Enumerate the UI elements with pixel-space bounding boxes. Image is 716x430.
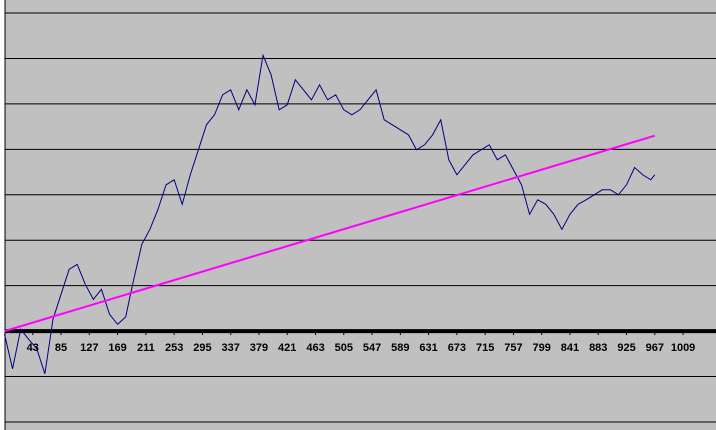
x-tick-label: 421 (278, 342, 296, 354)
x-tick-label: 85 (55, 342, 67, 354)
x-tick-label: 463 (306, 342, 324, 354)
x-tick-label: 925 (617, 342, 635, 354)
x-tick-label: 379 (250, 342, 268, 354)
x-tick-label: 127 (80, 342, 98, 354)
x-tick-label: 337 (222, 342, 240, 354)
x-tick-label: 505 (335, 342, 353, 354)
x-tick-label: 631 (419, 342, 437, 354)
x-tick-label: 253 (165, 342, 183, 354)
x-tick-label: 1009 (671, 342, 695, 354)
plot-area (5, 0, 716, 430)
x-tick-label: 169 (108, 342, 126, 354)
x-tick-label: 841 (561, 342, 579, 354)
x-tick-label: 211 (137, 342, 155, 354)
x-tick-label: 799 (533, 342, 551, 354)
series-line (4, 134, 656, 333)
x-tick-label: 883 (589, 342, 607, 354)
x-tick-label: 715 (476, 342, 494, 354)
x-tick-label: 673 (448, 342, 466, 354)
x-tick-label: 589 (391, 342, 409, 354)
x-tick-label: 43 (27, 342, 39, 354)
x-tick-label: 547 (363, 342, 381, 354)
series-line (4, 53, 656, 374)
x-tick-label: 967 (646, 342, 664, 354)
x-tick-label: 757 (504, 342, 522, 354)
x-tick-label: 295 (193, 342, 211, 354)
